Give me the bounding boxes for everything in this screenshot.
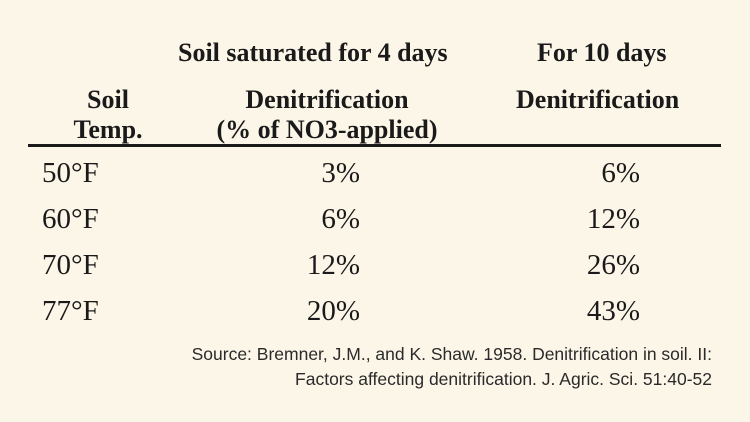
cell-10-days: 26% bbox=[586, 249, 640, 281]
cell-4-days: 12% bbox=[306, 249, 360, 281]
column-header-denitrification-4-days: Denitrification (% of NO3-applied) bbox=[204, 85, 450, 145]
cell-4-days: 6% bbox=[321, 203, 360, 235]
source-note-line1: Source: Bremner, J.M., and K. Shaw. 1958… bbox=[191, 344, 712, 364]
cell-10-days: 6% bbox=[601, 157, 640, 189]
source-note: Source: Bremner, J.M., and K. Shaw. 1958… bbox=[92, 342, 712, 392]
cell-temp: 60°F bbox=[42, 203, 99, 235]
column-header-soil-temp: Soil Temp. bbox=[55, 85, 161, 145]
cell-temp: 70°F bbox=[42, 249, 99, 281]
column-header-soil-temp-line2: Temp. bbox=[73, 115, 143, 144]
header-divider bbox=[28, 144, 721, 147]
column-header-soil-temp-line1: Soil bbox=[87, 85, 129, 114]
column-header-4-days-line1: Denitrification bbox=[245, 85, 409, 114]
cell-10-days: 43% bbox=[586, 295, 640, 327]
cell-4-days: 20% bbox=[306, 295, 360, 327]
column-header-denitrification-10-days: Denitrification bbox=[516, 85, 680, 114]
column-header-4-days-line2: (% of NO3-applied) bbox=[216, 115, 438, 144]
group-header-10-days: For 10 days bbox=[537, 38, 667, 67]
cell-temp: 50°F bbox=[42, 157, 99, 189]
cell-temp: 77°F bbox=[42, 295, 99, 327]
cell-4-days: 3% bbox=[321, 157, 360, 189]
cell-10-days: 12% bbox=[586, 203, 640, 235]
source-note-line2: Factors affecting denitrification. J. Ag… bbox=[295, 369, 712, 389]
group-header-4-days: Soil saturated for 4 days bbox=[178, 38, 448, 67]
